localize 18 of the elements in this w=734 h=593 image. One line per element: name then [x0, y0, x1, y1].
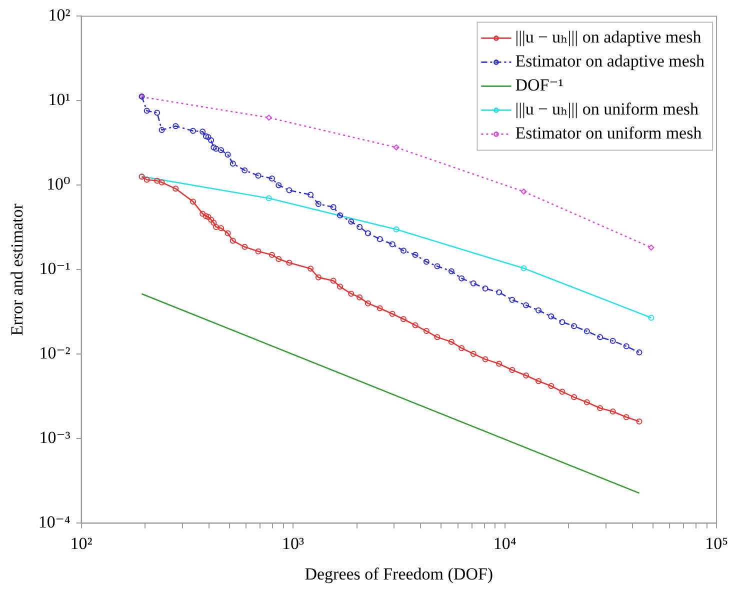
y-tick-label: 10⁻³	[39, 428, 70, 448]
x-tick-label: 10⁴	[493, 534, 516, 553]
x-axis-title: Degrees of Freedom (DOF)	[304, 564, 494, 584]
legend-label: |||u − uₕ||| on adaptive mesh	[515, 28, 702, 47]
legend-label: Estimator on adaptive mesh	[515, 52, 706, 71]
x-tick-label: 10⁵	[705, 534, 728, 553]
x-tick-label: 10²	[70, 534, 92, 553]
legend-label: Estimator on uniform mesh	[515, 124, 702, 143]
y-tick-label: 10¹	[48, 90, 70, 110]
y-axis-title: Error and estimator	[8, 203, 27, 336]
y-tick-label: 10⁻⁴	[38, 512, 70, 532]
y-tick-label: 10⁰	[46, 174, 70, 194]
y-tick-label: 10⁻¹	[39, 259, 70, 278]
legend-label: DOF⁻¹	[515, 76, 564, 95]
legend-label: |||u − uₕ||| on uniform mesh	[515, 100, 699, 119]
y-tick-label: 10⁻²	[39, 344, 70, 363]
y-tick-label: 10²	[48, 6, 70, 25]
x-tick-label: 10³	[282, 534, 304, 553]
